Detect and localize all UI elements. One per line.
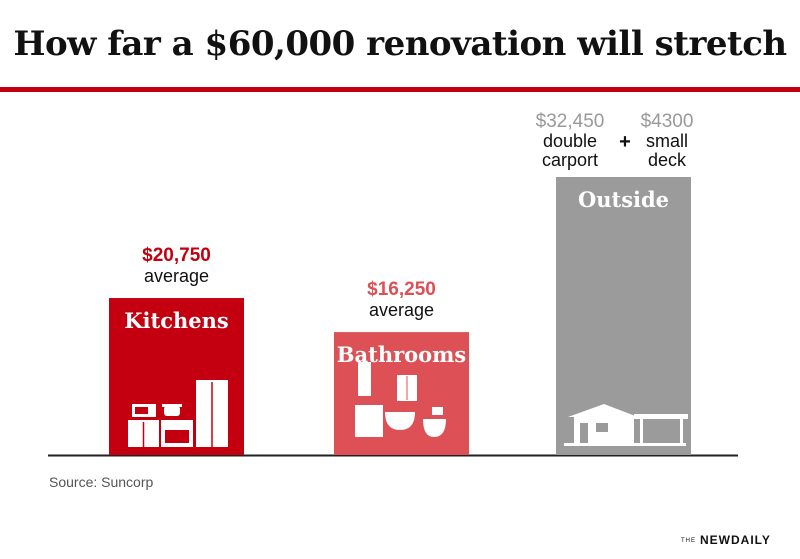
pot-shape: [164, 406, 180, 416]
data-label-kitchens: $20,750: [142, 245, 211, 266]
bar-label-bathrooms: Bathrooms: [337, 342, 466, 367]
title-rule: [0, 87, 800, 92]
data-sublabel-kitchens: average: [144, 266, 209, 286]
microwave-window: [135, 407, 148, 414]
data-label-bathrooms: $16,250: [367, 279, 436, 300]
chart-title: How far a $60,000 renovation will stretc…: [13, 24, 787, 64]
carport-post-left: [640, 419, 643, 443]
bar-label-kitchens: Kitchens: [124, 308, 228, 333]
mirror-shape: [358, 362, 371, 396]
ground-line: [564, 443, 686, 446]
roof-shape: [568, 404, 638, 417]
data-sublabel-outside-part-1-line-1: double: [543, 131, 597, 151]
pot-lid: [162, 404, 182, 407]
data-label-outside-part-1: $32,450: [536, 111, 605, 132]
house-window: [596, 423, 608, 432]
toilet-tank: [432, 407, 443, 415]
plus-sign: +: [619, 131, 631, 153]
carport-post-right: [680, 419, 683, 443]
data-sublabel-outside-part-2-line-1: small: [646, 131, 688, 151]
kitchen-appliances-icon: [128, 380, 228, 447]
data-sublabel-outside-part-2-line-2: deck: [648, 150, 687, 170]
source-note: Source: Suncorp: [49, 474, 154, 490]
bar-outside: [556, 177, 691, 455]
bathroom-fixtures-icon: [355, 362, 446, 437]
logo-prefix: THE: [681, 537, 696, 544]
house-door: [580, 423, 588, 443]
bath-shape: [385, 412, 415, 430]
data-label-outside-part-2: $4300: [641, 111, 694, 132]
data-sublabel-bathrooms: average: [369, 300, 434, 320]
vanity-shape: [355, 405, 383, 437]
carport-roof: [634, 414, 688, 419]
data-sublabel-outside-part-1-line-2: carport: [542, 150, 598, 170]
toilet-bowl: [423, 419, 446, 437]
bar-label-outside: Outside: [578, 187, 669, 212]
logo-name: NEWDAILY: [700, 533, 771, 547]
oven-window: [165, 430, 189, 443]
house-carport-icon: [564, 404, 688, 446]
brand-logo: THE NEWDAILY: [681, 533, 771, 547]
